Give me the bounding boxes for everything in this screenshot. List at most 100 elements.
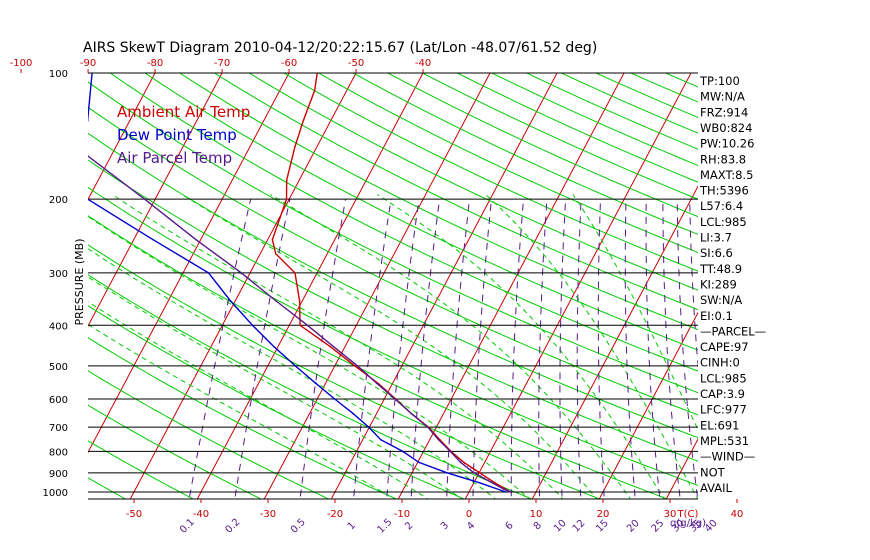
- background-grid: [88, 54, 870, 510]
- series-point: [352, 412, 354, 415]
- series-point: [418, 461, 420, 464]
- dry-adiabat-line: [178, 73, 698, 331]
- series-point: [463, 461, 465, 464]
- mixing-ratio-line: [645, 199, 661, 499]
- index-entry: LCL:985: [700, 215, 747, 229]
- pressure-tick-label: 400: [49, 321, 68, 332]
- isotherm-line: [263, 73, 491, 499]
- series-point: [333, 398, 336, 400]
- mixing-ratio-label: 0.5: [289, 517, 308, 536]
- pressure-tick-label: 800: [49, 447, 68, 458]
- series-point: [273, 345, 275, 348]
- series-point: [437, 438, 440, 441]
- mixing-ratio-line: [662, 199, 681, 499]
- pressure-tick-label: 200: [49, 195, 68, 206]
- index-entry: RH:83.8: [700, 152, 746, 166]
- index-entry: WB0:824: [700, 121, 752, 135]
- bottom-temp-tick-label: 0: [466, 509, 472, 520]
- series-point: [65, 169, 67, 171]
- mixing-ratio-line: [472, 199, 492, 499]
- index-entry: KI:289: [700, 277, 737, 291]
- index-entry: EI:0.1: [700, 309, 733, 323]
- series-point: [275, 300, 277, 302]
- dry-adiabat-line: [317, 73, 698, 254]
- bottom-temp-tick-label: -50: [126, 509, 142, 520]
- series-point: [446, 472, 448, 474]
- pressure-tick-label: 1000: [43, 488, 68, 499]
- index-entry: PW:10.26: [700, 137, 754, 151]
- legend-entry: Air Parcel Temp: [117, 149, 232, 167]
- series-point: [426, 426, 429, 428]
- bottom-temp-tick-label: 10: [530, 509, 543, 520]
- series-point: [313, 89, 316, 92]
- mixing-ratio-line: [538, 199, 548, 499]
- isotherm-line: [665, 438, 698, 499]
- dry-adiabat-line: [560, 73, 698, 134]
- pressure-tick-label: 600: [49, 395, 68, 406]
- bottom-temp-tick-label: -10: [394, 509, 410, 520]
- dry-adiabat-line: [88, 337, 398, 499]
- isotherm-line: [862, 54, 870, 510]
- dry-adiabat-line: [282, 73, 698, 272]
- pressure-tick-label: 700: [49, 423, 68, 434]
- moist-adiabat-line: [181, 194, 598, 499]
- series-point: [152, 238, 154, 241]
- dry-adiabat-line: [88, 404, 263, 499]
- series-point: [314, 382, 317, 385]
- legend-entry: Dew Point Temp: [117, 126, 237, 144]
- series-point: [229, 300, 232, 302]
- mixing-ratio-line: [689, 199, 698, 371]
- bottom-temp-tick-label: 20: [597, 509, 610, 520]
- series-line-2: [88, 155, 511, 493]
- index-entry: FRZ:914: [700, 105, 748, 119]
- index-entry: SW:N/A: [700, 293, 742, 307]
- series-point: [294, 146, 296, 148]
- dry-adiabat-line: [88, 370, 330, 499]
- moist-adiabat-line: [88, 215, 531, 499]
- series-point: [509, 491, 512, 493]
- series-point: [402, 450, 404, 453]
- series-point: [394, 398, 396, 400]
- moist-adiabat-line: [88, 248, 497, 499]
- series-point: [302, 119, 305, 122]
- mixing-ratio-label: 6: [503, 520, 515, 532]
- moist-adiabat-line: [485, 194, 698, 499]
- isotherm-line: [330, 73, 558, 499]
- mixing-ratio-line: [353, 199, 392, 499]
- series-point: [298, 300, 301, 302]
- index-entry: L57:6.4: [700, 199, 743, 213]
- series-point: [294, 365, 297, 367]
- moist-adiabat-line: [572, 194, 698, 431]
- mixing-ratio-label: 8: [532, 520, 544, 532]
- legend: Ambient Air Temp Dew Point Temp Air Parcel…: [117, 103, 250, 167]
- top-temp-tick-label: -90: [80, 58, 96, 69]
- index-entry: LFC:977: [700, 403, 747, 417]
- mixing-ratio-line: [299, 199, 347, 499]
- series-point: [410, 412, 413, 415]
- sounding-series: [65, 73, 512, 493]
- series-point: [274, 252, 277, 255]
- dry-adiabat-line: [88, 81, 698, 394]
- series-point: [329, 345, 332, 348]
- series-point: [79, 146, 81, 148]
- series-point: [354, 365, 356, 367]
- bottom-temp-tick-label: -30: [260, 509, 276, 520]
- mixing-ratio-line: [624, 199, 636, 499]
- series-point: [375, 382, 378, 385]
- mixing-ratio-line: [446, 199, 470, 499]
- series-point: [299, 324, 301, 327]
- series-point: [88, 198, 89, 200]
- index-entry: TP:100: [699, 74, 740, 88]
- temp-unit-label: T(C): [677, 509, 699, 520]
- index-entry: CAP:3.9: [700, 387, 745, 401]
- top-temp-tick-label: -60: [281, 58, 297, 69]
- mixing-ratio-label: 4: [465, 520, 477, 532]
- mixing-ratio-label: 25: [650, 518, 667, 535]
- series-point: [240, 272, 243, 274]
- series-point: [503, 488, 505, 491]
- pressure-tick-label: 100: [49, 69, 68, 80]
- series-point: [332, 345, 335, 348]
- index-entry: NOT: [700, 465, 726, 479]
- dry-adiabat-line: [213, 73, 698, 311]
